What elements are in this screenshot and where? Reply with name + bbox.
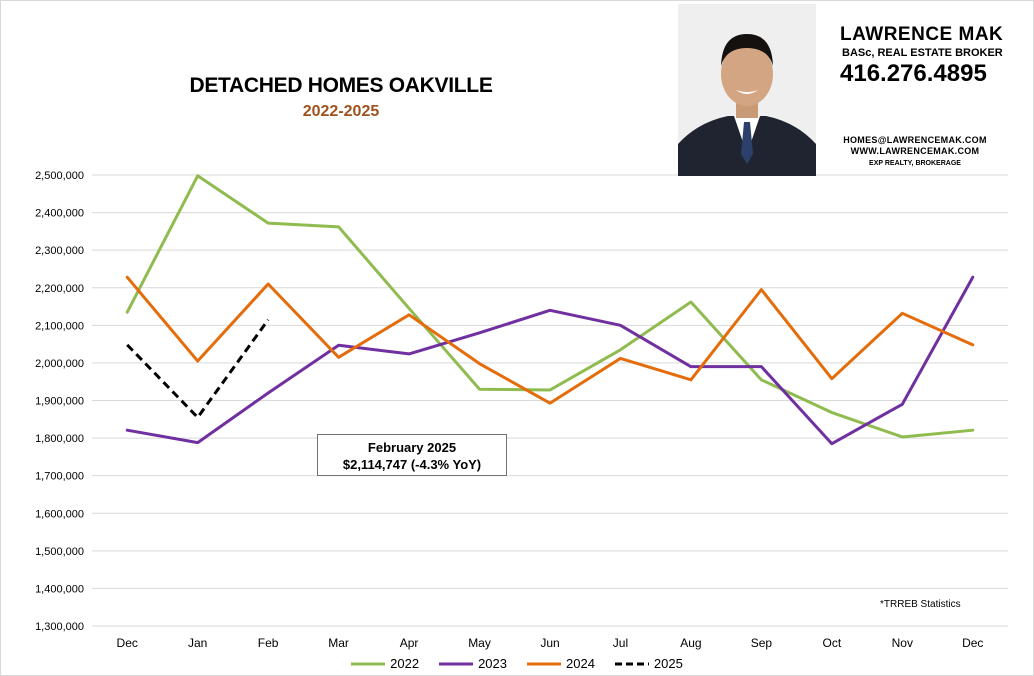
agent-credentials: BASc, REAL ESTATE BROKER: [842, 47, 1003, 59]
chart-title: DETACHED HOMES OAKVILLE: [189, 74, 493, 97]
series-line-2024: [125, 275, 975, 405]
callout-box: February 2025 $2,114,747 (-4.3% YoY): [317, 434, 507, 476]
y-tick-label: 2,300,000: [35, 245, 84, 257]
x-tick-label: Dec: [117, 636, 138, 650]
legend-label: 2022: [390, 656, 420, 671]
y-tick-label: 1,700,000: [35, 471, 84, 483]
agent-photo: [678, 4, 816, 176]
legend-label: 2024: [566, 656, 595, 671]
agent-phone: 416.276.4895: [840, 60, 987, 87]
x-tick-label: Oct: [823, 636, 842, 650]
series-line-2025: [126, 318, 270, 419]
legend-item-2022: 2022: [351, 656, 419, 671]
agent-email: HOMES@LAWRENCEMAK.COM: [843, 135, 987, 145]
y-tick-label: 1,800,000: [35, 433, 84, 445]
legend-label: 2023: [478, 656, 507, 671]
x-tick-label: Apr: [400, 636, 419, 650]
agent-website: WWW.LAWRENCEMAK.COM: [850, 146, 980, 156]
legend-item-2025: 2025: [614, 656, 683, 671]
series-lines: [125, 174, 975, 446]
y-tick-label: 1,400,000: [35, 583, 84, 595]
legend-swatch: [439, 662, 474, 665]
y-tick-label: 1,900,000: [35, 396, 84, 408]
x-tick-label: Mar: [328, 636, 349, 650]
legend-label: 2025: [653, 656, 683, 671]
y-tick-label: 1,300,000: [35, 621, 84, 633]
x-axis-tick-labels: Dec Jan Feb Mar Apr May Jun Jul Aug Sep Oct Nov Dec: [117, 636, 984, 650]
y-axis-tick-labels: 1,300,000 1,400,000 1,500,000 1,600,000 1,70…: [35, 170, 84, 633]
x-tick-label: Jun: [540, 636, 559, 650]
x-tick-label: May: [468, 636, 491, 650]
y-tick-label: 2,200,000: [35, 283, 84, 295]
legend-swatch: [527, 662, 561, 665]
y-tick-label: 1,600,000: [35, 508, 84, 520]
callout-line1: February 2025: [367, 440, 457, 455]
legend-item-2023: 2023: [439, 656, 507, 671]
legend: 2022 2023 2024 2025: [0, 656, 1034, 671]
chart-subtitle: 2022-2025: [302, 103, 380, 120]
gridlines: [92, 174, 1008, 627]
x-tick-label: Nov: [892, 636, 913, 650]
x-tick-label: Jul: [613, 636, 628, 650]
series-line-2022: [125, 174, 975, 439]
legend-swatch: [351, 662, 386, 665]
x-tick-label: Dec: [962, 636, 983, 650]
x-tick-label: Aug: [680, 636, 701, 650]
y-tick-label: 2,500,000: [35, 170, 84, 182]
legend-item-2024: 2024: [527, 656, 595, 671]
x-tick-label: Sep: [751, 636, 773, 650]
y-tick-label: 2,000,000: [35, 358, 84, 370]
y-tick-label: 2,400,000: [35, 208, 84, 220]
agent-brokerage: EXP REALTY, BROKERAGE: [869, 160, 961, 167]
series-line-2023: [125, 275, 975, 446]
y-tick-label: 1,500,000: [35, 546, 84, 558]
legend-swatch: [614, 662, 649, 665]
x-tick-label: Feb: [258, 636, 279, 650]
x-tick-label: Jan: [188, 636, 207, 650]
agent-name: LAWRENCE MAK: [840, 24, 1004, 45]
y-tick-label: 2,100,000: [35, 320, 84, 332]
source-note: *TRREB Statistics: [880, 599, 961, 610]
callout-line2: $2,114,747 (-4.3% YoY): [342, 457, 482, 472]
